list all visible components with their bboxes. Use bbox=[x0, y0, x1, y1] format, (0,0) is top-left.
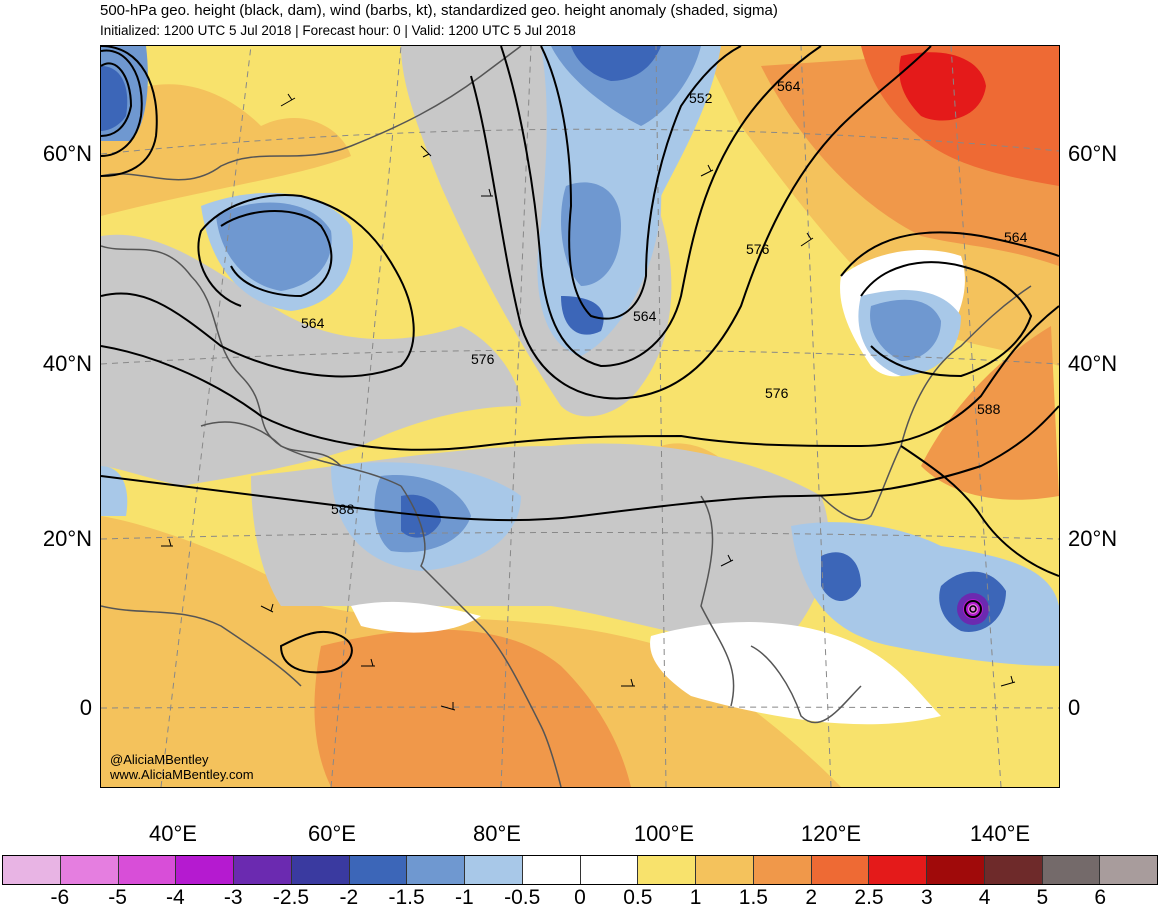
colorbar-swatch bbox=[522, 856, 581, 884]
contour-label: 588 bbox=[977, 401, 1001, 417]
colorbar-label: -4 bbox=[166, 886, 185, 909]
lat-label-20n-left: 20°N bbox=[42, 526, 92, 551]
colorbar-swatch bbox=[407, 856, 465, 884]
lat-label-40n-right: 40°N bbox=[1068, 351, 1118, 376]
positive-anomaly-zones bbox=[101, 46, 1059, 787]
colorbar-label: -2.5 bbox=[272, 886, 310, 909]
colorbar-label: 1 bbox=[689, 886, 702, 909]
colorbar-label: -1.5 bbox=[388, 886, 425, 909]
lon-label-120e: 120°E bbox=[800, 821, 862, 846]
lon-label-140e: 140°E bbox=[969, 821, 1031, 846]
colorbar-label: 0 bbox=[574, 886, 586, 909]
colorbar-swatch bbox=[696, 856, 754, 884]
lon-label-60e: 60°E bbox=[308, 821, 356, 846]
colorbar-swatch bbox=[638, 856, 696, 884]
colorbar-swatch bbox=[927, 856, 985, 884]
colorbar-label: 6 bbox=[1094, 886, 1107, 909]
lat-label-40n-left: 40°N bbox=[42, 351, 92, 376]
contour-label: 576 bbox=[765, 385, 789, 401]
colorbar-label: 1.5 bbox=[738, 886, 768, 909]
lon-label-100e: 100°E bbox=[633, 821, 695, 846]
height-contours bbox=[101, 46, 1059, 674]
colorbar-swatch bbox=[869, 856, 927, 884]
credit-site: www.AliciaMBentley.com bbox=[110, 767, 254, 782]
lat-label-20n-right: 20°N bbox=[1068, 526, 1118, 551]
colorbar-swatch bbox=[580, 856, 639, 884]
colorbar-swatch bbox=[984, 856, 1043, 884]
contour-label: 552 bbox=[689, 90, 713, 106]
colorbar-label: -2 bbox=[339, 886, 359, 909]
lon-label-80e: 80°E bbox=[473, 821, 521, 846]
weather-map: 552 564 564 564 564 576 576 576 588 588 bbox=[100, 45, 1060, 788]
colorbar-label: 2 bbox=[805, 886, 818, 909]
colorbar-swatch bbox=[465, 856, 523, 884]
colorbar-label: 3 bbox=[920, 886, 933, 909]
lat-label-0-right: 0 bbox=[1068, 695, 1081, 720]
colorbar-swatch bbox=[753, 856, 812, 884]
colorbar-swatch bbox=[1042, 856, 1101, 884]
colorbar-swatch bbox=[291, 856, 350, 884]
typhoon-center bbox=[964, 600, 982, 618]
colorbar-label: -1 bbox=[455, 886, 474, 909]
colorbar-swatch bbox=[176, 856, 234, 884]
colorbar-label: 2.5 bbox=[854, 886, 884, 909]
colorbar-swatch bbox=[3, 856, 61, 884]
colorbar-swatch bbox=[1100, 856, 1157, 884]
coastlines bbox=[101, 46, 1032, 787]
contour-label: 564 bbox=[777, 78, 801, 94]
colorbar-label: 5 bbox=[1036, 886, 1049, 909]
contour-label: 564 bbox=[1004, 229, 1028, 245]
colorbar-label: -5 bbox=[108, 886, 127, 909]
wind-barbs bbox=[161, 93, 1016, 711]
map-title: 500-hPa geo. height (black, dam), wind (… bbox=[100, 2, 778, 19]
colorbar-label: 4 bbox=[978, 886, 991, 909]
colorbar-label: 0.5 bbox=[623, 886, 653, 909]
contour-label: 588 bbox=[331, 501, 355, 517]
colorbar-swatch bbox=[234, 856, 292, 884]
colorbar-swatch bbox=[349, 856, 408, 884]
map-subtitle: Initialized: 1200 UTC 5 Jul 2018 | Forec… bbox=[100, 23, 576, 38]
colorbar bbox=[2, 855, 1158, 885]
credit-handle: @AliciaMBentley bbox=[110, 752, 209, 767]
colorbar-swatch bbox=[118, 856, 177, 884]
lon-label-40e: 40°E bbox=[149, 821, 197, 846]
colorbar-swatch bbox=[811, 856, 870, 884]
lat-label-60n-right: 60°N bbox=[1068, 141, 1118, 166]
lat-label-0-left: 0 bbox=[79, 695, 92, 720]
colorbar-label: -6 bbox=[50, 886, 70, 909]
colorbar-label: -0.5 bbox=[504, 886, 541, 909]
colorbar-label: -3 bbox=[223, 886, 243, 909]
contour-label: 564 bbox=[301, 315, 325, 331]
lat-label-60n-left: 60°N bbox=[42, 141, 92, 166]
contour-label: 576 bbox=[471, 351, 495, 367]
colorbar-swatch bbox=[60, 856, 119, 884]
contour-labels: 552 564 564 564 564 576 576 576 588 588 bbox=[301, 78, 1028, 517]
contour-label: 564 bbox=[633, 308, 657, 324]
contour-label: 576 bbox=[746, 241, 770, 257]
